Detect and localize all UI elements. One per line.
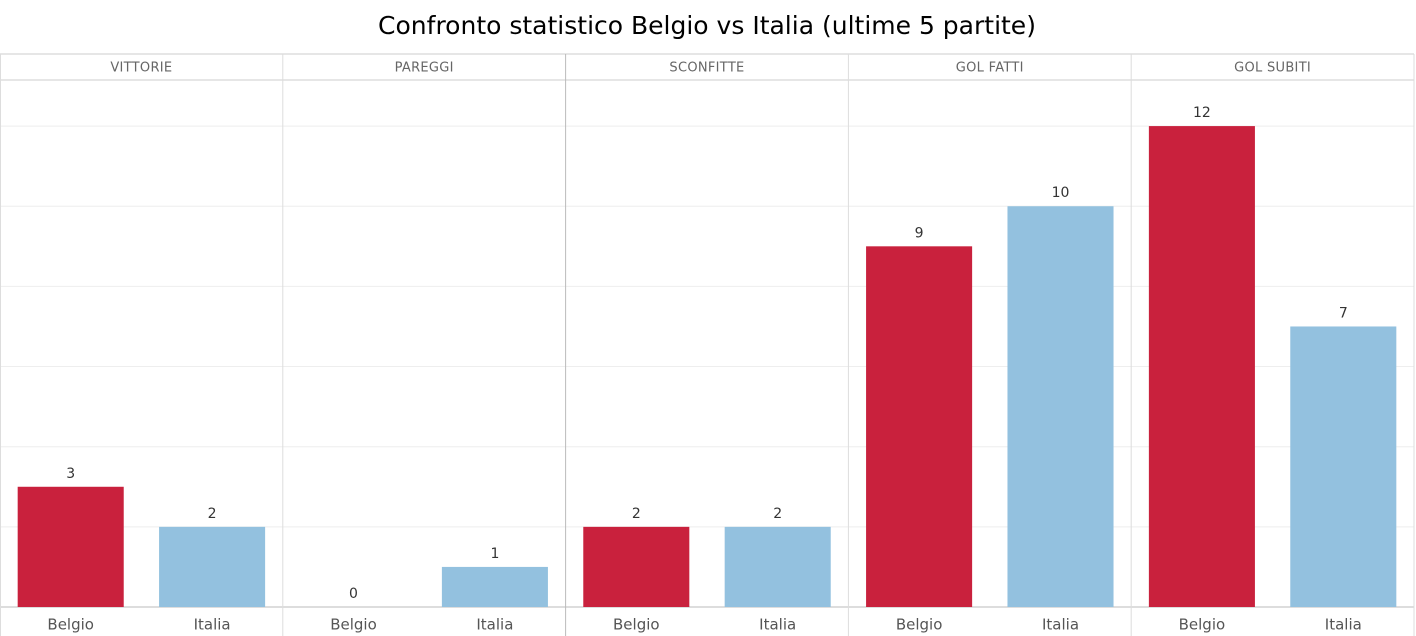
value-label: 3 xyxy=(66,466,75,482)
bar xyxy=(724,526,831,607)
value-label: 9 xyxy=(915,225,924,241)
value-label: 2 xyxy=(208,506,217,522)
panel-header: PAREGGI xyxy=(395,61,454,76)
bar xyxy=(583,526,690,607)
value-label: 2 xyxy=(632,506,641,522)
value-label: 7 xyxy=(1339,305,1348,321)
panel-header: GOL FATTI xyxy=(956,61,1024,76)
value-label: 10 xyxy=(1052,185,1070,201)
x-tick-label: Italia xyxy=(194,616,231,634)
x-tick-label: Belgio xyxy=(47,616,94,634)
x-tick-label: Belgio xyxy=(1179,616,1226,634)
panel-header: SCONFITTE xyxy=(669,61,744,76)
value-label: 12 xyxy=(1193,105,1211,121)
bar xyxy=(159,526,266,607)
x-tick-label: Italia xyxy=(1042,616,1079,634)
chart-title: Confronto statistico Belgio vs Italia (u… xyxy=(378,11,1036,40)
panel-header: GOL SUBITI xyxy=(1234,61,1311,76)
value-label: 1 xyxy=(490,546,499,562)
value-label: 2 xyxy=(773,506,782,522)
x-tick-label: Italia xyxy=(759,616,796,634)
x-tick-label: Italia xyxy=(476,616,513,634)
bar xyxy=(17,486,124,607)
bar xyxy=(866,246,973,607)
bar xyxy=(1290,326,1397,607)
x-tick-label: Belgio xyxy=(330,616,377,634)
x-tick-label: Belgio xyxy=(613,616,660,634)
x-tick-label: Italia xyxy=(1325,616,1362,634)
bar xyxy=(441,566,548,607)
bar xyxy=(1148,126,1255,607)
bar xyxy=(1007,206,1114,607)
panel-header: VITTORIE xyxy=(110,61,172,76)
value-label: 0 xyxy=(349,586,358,602)
x-tick-label: Belgio xyxy=(896,616,943,634)
